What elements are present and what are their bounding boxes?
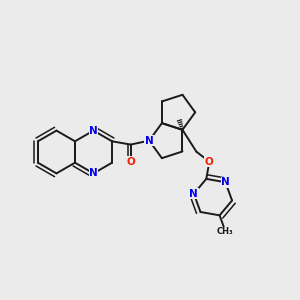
Text: N: N <box>89 168 98 178</box>
Text: CH₃: CH₃ <box>216 227 233 236</box>
Text: N: N <box>89 126 98 136</box>
Text: N: N <box>190 189 198 199</box>
Text: N: N <box>221 177 230 187</box>
Text: O: O <box>205 157 214 167</box>
Text: O: O <box>126 157 135 167</box>
Text: N: N <box>145 136 154 146</box>
